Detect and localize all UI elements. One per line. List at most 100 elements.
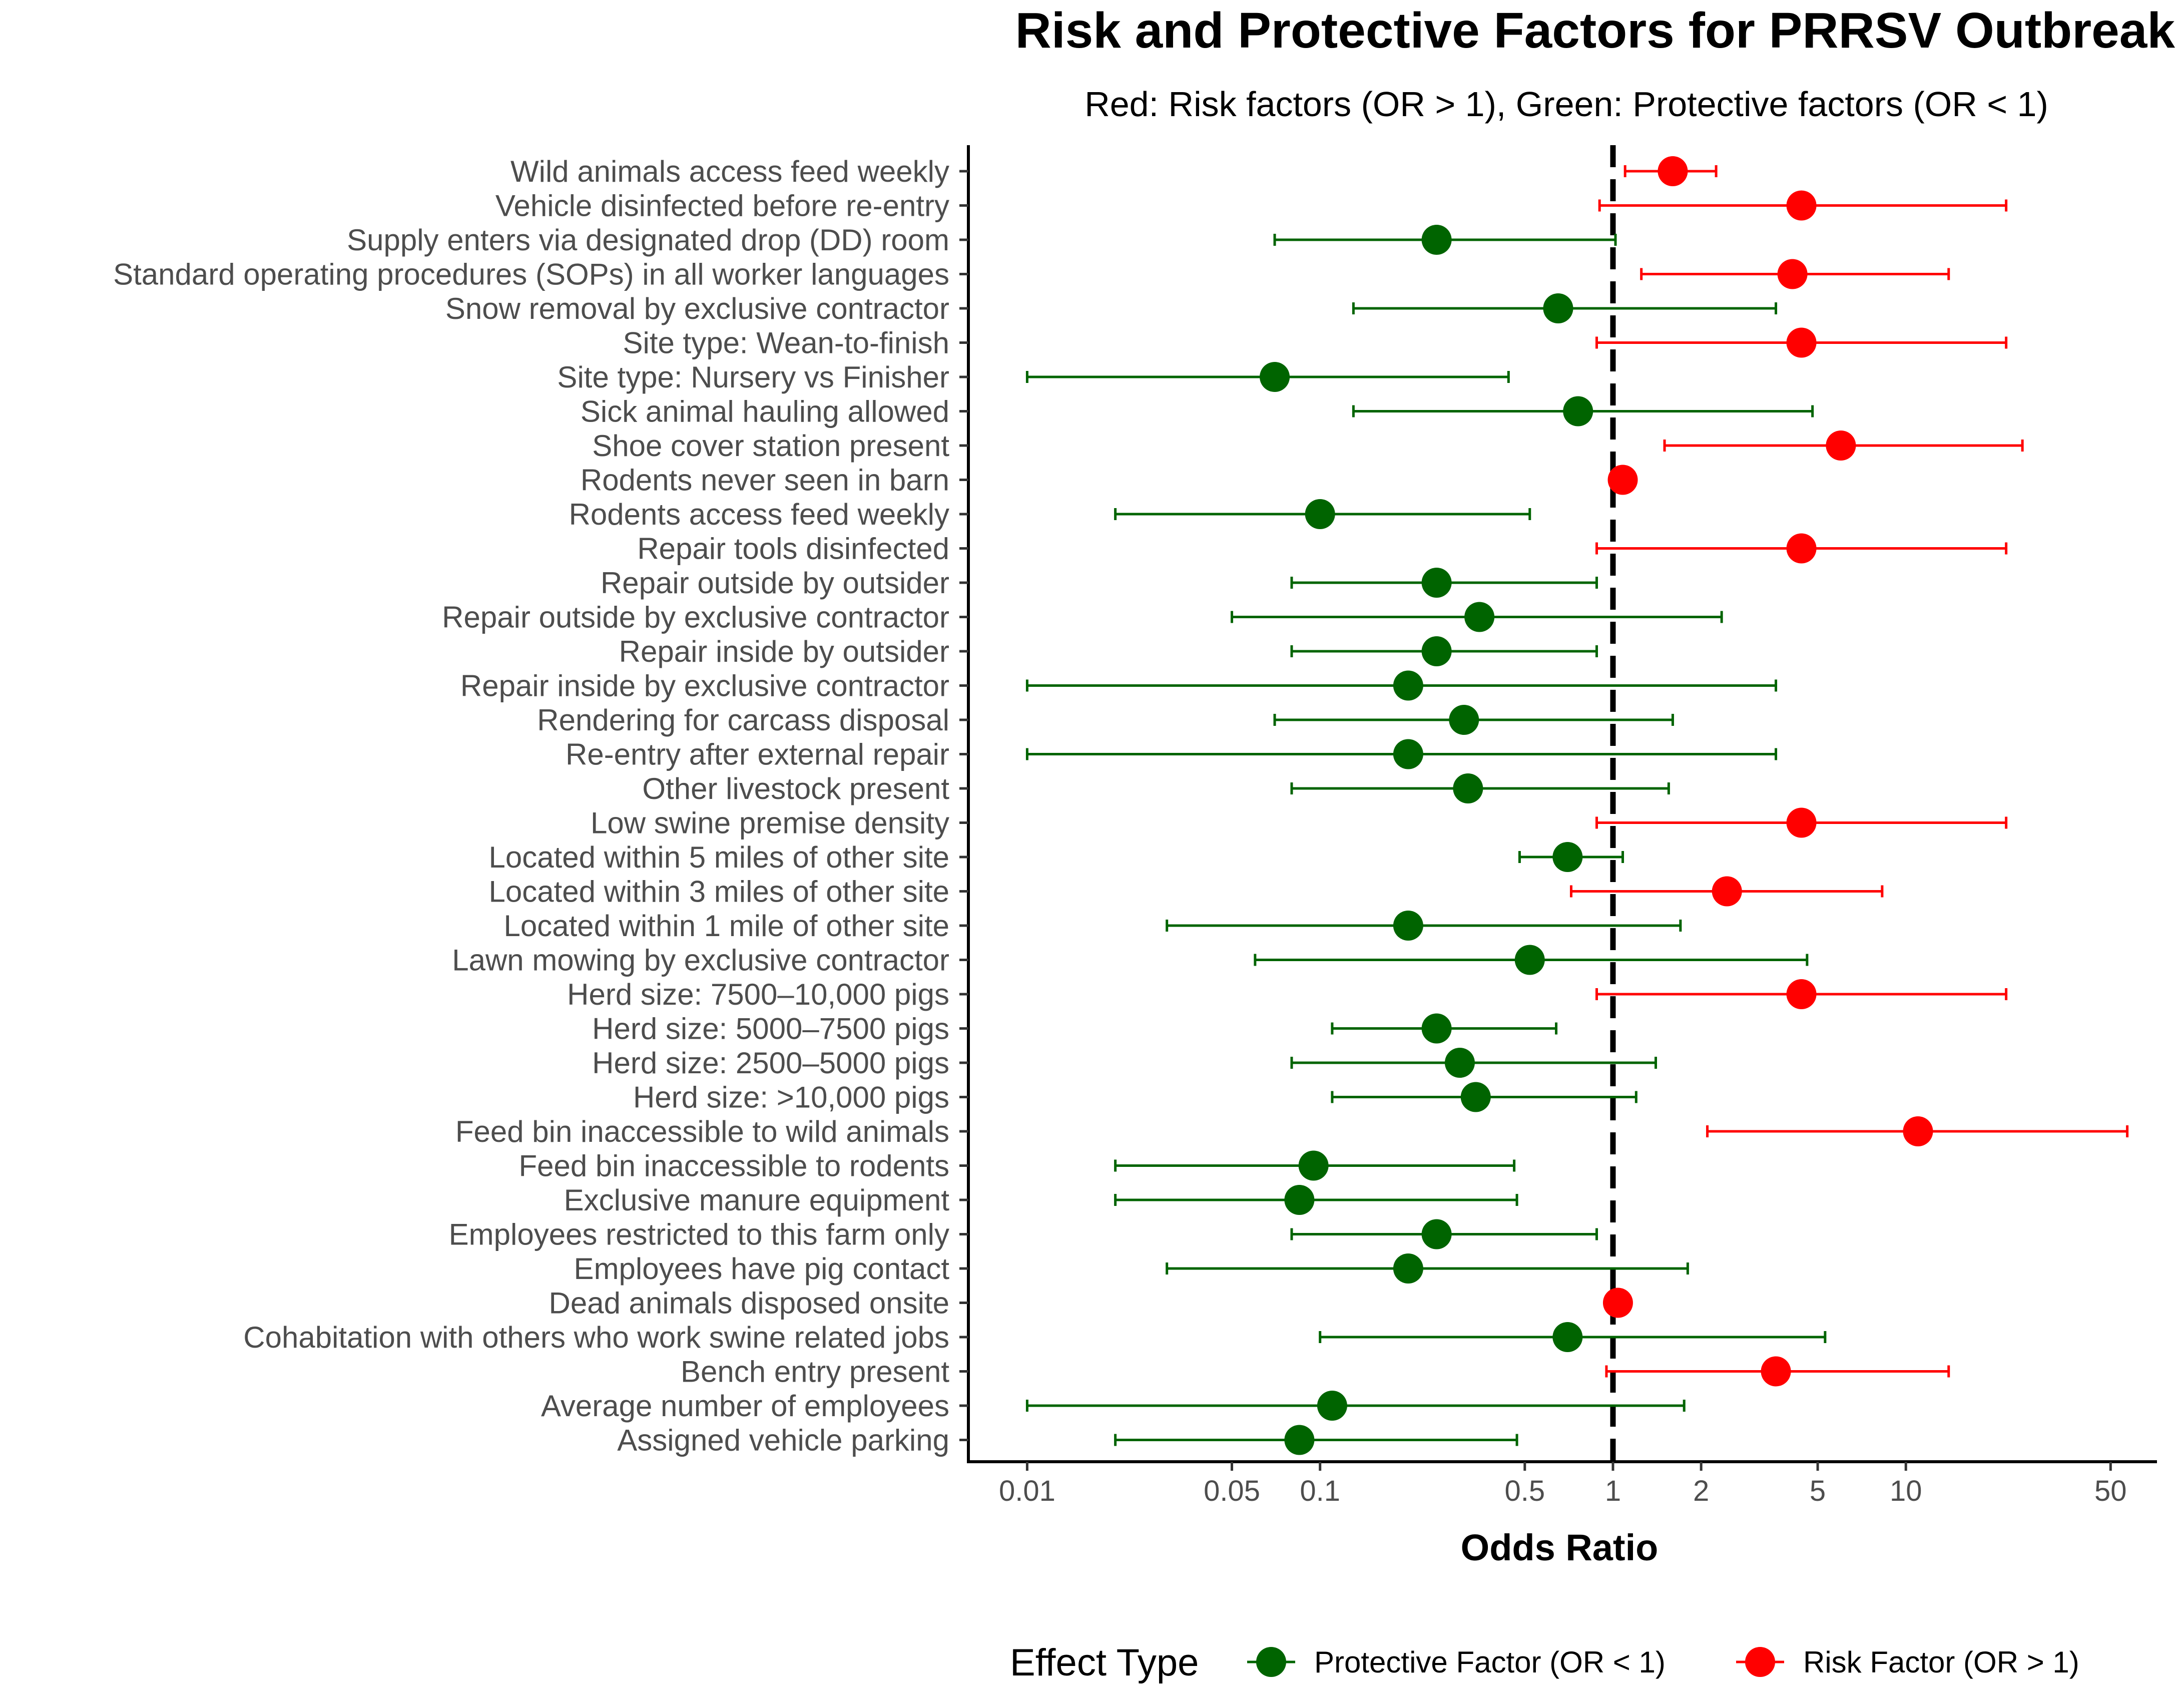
x-tick-label: 2 bbox=[1693, 1475, 1709, 1507]
y-tick-label: Shoe cover station present bbox=[592, 429, 949, 463]
y-tick-label: Bench entry present bbox=[681, 1355, 949, 1389]
data-point bbox=[1712, 876, 1742, 907]
y-tick-label: Rodents access feed weekly bbox=[569, 498, 949, 531]
data-point bbox=[1393, 1253, 1423, 1284]
y-tick-label: Wild animals access feed weekly bbox=[510, 155, 949, 188]
data-point bbox=[1464, 602, 1495, 632]
y-tick-label: Standard operating procedures (SOPs) in … bbox=[113, 258, 949, 291]
data-point bbox=[1563, 396, 1593, 427]
y-tick-label: Rodents never seen in barn bbox=[581, 464, 949, 497]
data-point bbox=[1761, 1356, 1791, 1387]
data-point bbox=[1449, 705, 1479, 735]
data-point bbox=[1552, 1322, 1583, 1352]
y-tick-label: Repair inside by outsider bbox=[619, 635, 949, 668]
y-tick-label: Site type: Nursery vs Finisher bbox=[557, 360, 949, 394]
data-point bbox=[1260, 362, 1290, 392]
y-tick-label: Herd size: >10,000 pigs bbox=[633, 1081, 949, 1114]
x-tick-label: 1 bbox=[1605, 1475, 1621, 1507]
y-tick-label: Feed bin inaccessible to wild animals bbox=[455, 1115, 949, 1148]
y-tick-label: Located within 3 miles of other site bbox=[489, 875, 949, 909]
legend-title: Effect Type bbox=[1010, 1641, 1199, 1684]
y-tick-label: Re-entry after external repair bbox=[566, 738, 949, 771]
plot-panel bbox=[967, 145, 2157, 1463]
y-tick-label: Herd size: 2500–5000 pigs bbox=[592, 1046, 949, 1080]
data-point bbox=[1393, 911, 1423, 941]
data-point bbox=[1393, 739, 1423, 769]
y-tick-label: Average number of employees bbox=[541, 1389, 949, 1423]
y-tick-label: Repair outside by exclusive contractor bbox=[442, 601, 949, 634]
y-tick-label: Vehicle disinfected before re-entry bbox=[495, 189, 949, 223]
data-point bbox=[1826, 431, 1856, 461]
y-tick-label: Cohabitation with others who work swine … bbox=[243, 1321, 949, 1354]
data-point bbox=[1444, 1048, 1475, 1078]
data-point bbox=[1777, 259, 1808, 289]
data-point bbox=[1903, 1116, 1933, 1146]
y-tick-label: Employees restricted to this farm only bbox=[449, 1218, 949, 1251]
data-point bbox=[1421, 568, 1452, 598]
chart-title: Risk and Protective Factors for PRRSV Ou… bbox=[1015, 3, 2175, 59]
x-tick-label: 10 bbox=[1890, 1475, 1922, 1507]
data-point bbox=[1421, 1219, 1452, 1249]
y-tick-label: Located within 1 mile of other site bbox=[504, 909, 949, 943]
y-tick-label: Other livestock present bbox=[642, 772, 949, 805]
y-tick-label: Repair outside by outsider bbox=[601, 566, 949, 600]
data-point bbox=[1305, 499, 1335, 529]
legend: Effect Type Protective Factor (OR < 1) Ri… bbox=[1010, 1641, 2079, 1684]
legend-label: Risk Factor (OR > 1) bbox=[1803, 1645, 2079, 1679]
y-tick-label: Low swine premise density bbox=[591, 806, 949, 840]
data-point bbox=[1658, 156, 1688, 186]
x-axis: 0.01 0.05 0.1 0.5 1 2 5 10 50 bbox=[999, 1462, 2127, 1507]
data-point bbox=[1317, 1391, 1347, 1421]
error-bars bbox=[1025, 165, 2129, 1446]
y-tick-label: Supply enters via designated drop (DD) r… bbox=[347, 223, 949, 257]
data-point bbox=[1421, 636, 1452, 666]
y-tick-label: Repair tools disinfected bbox=[637, 532, 949, 566]
legend-key-point bbox=[1745, 1647, 1775, 1677]
data-point bbox=[1543, 293, 1573, 323]
y-tick-label: Sick animal hauling allowed bbox=[581, 395, 949, 429]
points bbox=[1260, 156, 1933, 1455]
x-tick-label: 0.05 bbox=[1204, 1475, 1260, 1507]
data-point bbox=[1421, 225, 1452, 255]
x-tick-label: 50 bbox=[2094, 1475, 2127, 1507]
data-point bbox=[1514, 945, 1545, 975]
y-tick-label: Herd size: 5000–7500 pigs bbox=[592, 1012, 949, 1046]
legend-label: Protective Factor (OR < 1) bbox=[1314, 1645, 1666, 1679]
data-point bbox=[1786, 979, 1817, 1009]
y-tick-label: Site type: Wean-to-finish bbox=[623, 326, 949, 360]
data-point bbox=[1786, 190, 1817, 221]
y-tick-label: Rendering for carcass disposal bbox=[537, 703, 949, 737]
data-point bbox=[1421, 1013, 1452, 1044]
data-point bbox=[1786, 327, 1817, 358]
y-tick-label: Located within 5 miles of other site bbox=[489, 840, 949, 874]
data-point bbox=[1786, 807, 1817, 838]
chart-subtitle: Red: Risk factors (OR > 1), Green: Prote… bbox=[1084, 85, 2048, 124]
x-tick-label: 5 bbox=[1810, 1475, 1826, 1507]
x-axis-title: Odds Ratio bbox=[1461, 1527, 1659, 1568]
y-tick-label: Lawn mowing by exclusive contractor bbox=[452, 944, 949, 977]
data-point bbox=[1460, 1082, 1491, 1112]
y-tick-label: Employees have pig contact bbox=[574, 1252, 950, 1286]
y-tick-label: Assigned vehicle parking bbox=[617, 1424, 949, 1457]
y-tick-label: Exclusive manure equipment bbox=[564, 1183, 950, 1217]
data-point bbox=[1284, 1185, 1315, 1215]
data-point bbox=[1298, 1150, 1329, 1181]
y-tick-label: Feed bin inaccessible to rodents bbox=[518, 1149, 949, 1183]
data-point bbox=[1786, 533, 1817, 564]
y-tick-label: Dead animals disposed onsite bbox=[549, 1287, 949, 1320]
legend-key-point bbox=[1256, 1647, 1286, 1677]
data-point bbox=[1607, 465, 1638, 495]
x-tick-label: 0.1 bbox=[1300, 1475, 1340, 1507]
x-tick-label: 0.01 bbox=[999, 1475, 1055, 1507]
data-point bbox=[1284, 1425, 1315, 1455]
y-tick-label: Snow removal by exclusive contractor bbox=[445, 292, 949, 325]
y-tick-label: Repair inside by exclusive contractor bbox=[460, 669, 949, 703]
data-point bbox=[1552, 842, 1583, 872]
x-tick-label: 0.5 bbox=[1504, 1475, 1545, 1507]
data-point bbox=[1602, 1288, 1633, 1318]
y-tick-label: Herd size: 7500–10,000 pigs bbox=[567, 978, 949, 1011]
data-point bbox=[1453, 773, 1483, 803]
data-point bbox=[1393, 670, 1423, 701]
